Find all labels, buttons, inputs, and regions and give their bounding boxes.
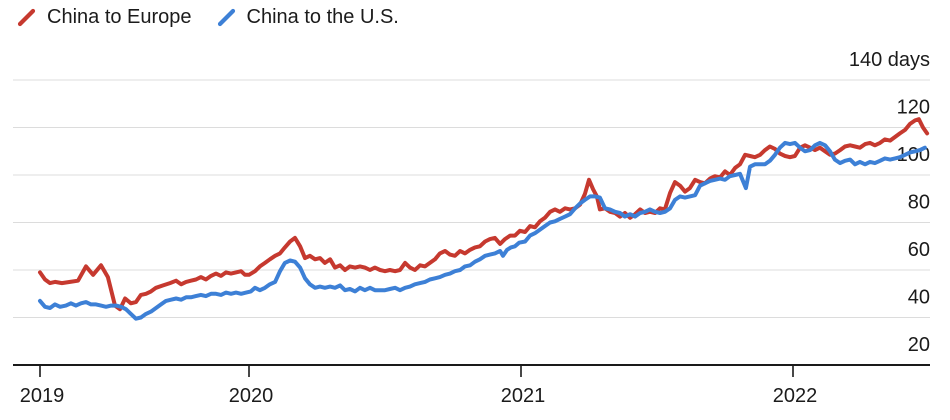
- y-axis-label-80: 80: [908, 192, 930, 214]
- legend-label-china-to-europe: China to Europe: [47, 6, 192, 28]
- chart-legend: China to Europe China to the U.S.: [16, 6, 399, 29]
- legend-item-china-to-us: China to the U.S.: [216, 6, 399, 29]
- x-axis-label-2019: 2019: [20, 385, 65, 407]
- y-axis-label-140: 140 days: [849, 49, 930, 71]
- series-line-china-to-the-u-s: [38, 140, 927, 321]
- x-axis-label-2022: 2022: [773, 385, 818, 407]
- legend-label-china-to-us: China to the U.S.: [246, 6, 399, 28]
- blue-slash-icon: [217, 8, 235, 26]
- y-axis-label-60: 60: [908, 239, 930, 261]
- y-axis-label-40: 40: [908, 287, 930, 309]
- x-axis-label-2020: 2020: [229, 385, 274, 407]
- legend-item-china-to-europe: China to Europe: [16, 6, 192, 29]
- y-axis-label-20: 20: [908, 334, 930, 356]
- y-axis-label-120: 120: [897, 97, 930, 119]
- x-axis-label-2021: 2021: [501, 385, 546, 407]
- series-line-china-to-europe: [38, 117, 930, 312]
- red-slash-icon: [17, 8, 36, 26]
